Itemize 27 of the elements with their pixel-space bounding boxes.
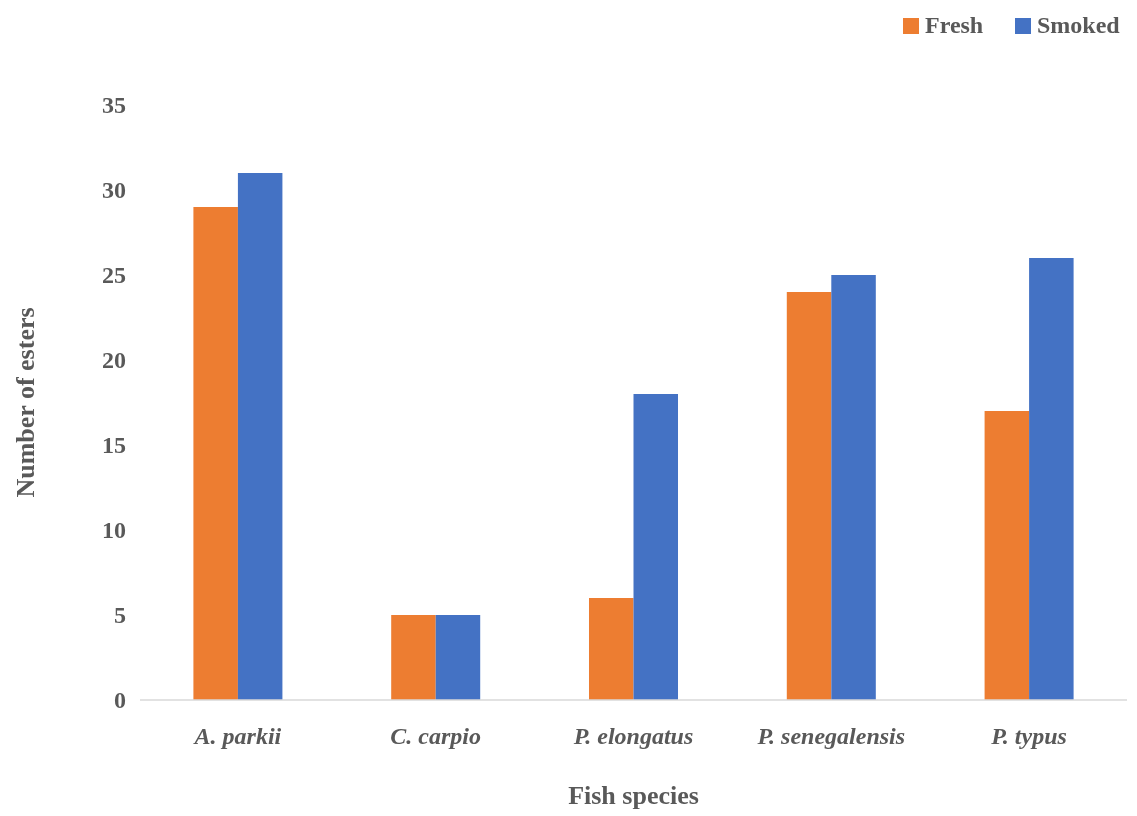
y-tick-label: 0 bbox=[114, 687, 126, 714]
y-tick-label: 20 bbox=[102, 347, 126, 374]
legend-label: Smoked bbox=[1037, 12, 1121, 38]
x-tick-label: A. parkii bbox=[192, 723, 282, 749]
bar bbox=[1029, 258, 1074, 700]
x-tick-label: P. senegalensis bbox=[756, 723, 906, 749]
bar bbox=[435, 615, 481, 700]
bar bbox=[391, 615, 436, 700]
y-tick-label: 35 bbox=[102, 92, 126, 119]
bar bbox=[589, 598, 634, 700]
y-axis-title: Number of esters bbox=[11, 307, 40, 498]
bar bbox=[786, 292, 832, 700]
x-tick-label: C. carpio bbox=[390, 723, 482, 749]
x-tick-label: P. elongatus bbox=[572, 723, 694, 749]
y-tick-label: 10 bbox=[102, 517, 126, 544]
y-tick-label: 30 bbox=[102, 177, 126, 204]
bar bbox=[831, 275, 876, 700]
x-axis-title: Fish species bbox=[568, 781, 699, 810]
bar bbox=[193, 207, 238, 700]
legend-label: Fresh bbox=[925, 12, 984, 38]
bar bbox=[633, 394, 678, 700]
y-tick-label: 25 bbox=[102, 262, 126, 289]
bar bbox=[237, 173, 283, 700]
y-tick-label: 15 bbox=[102, 432, 126, 459]
bar bbox=[984, 411, 1030, 700]
y-tick-label: 5 bbox=[114, 602, 126, 629]
x-tick-label: P. typus bbox=[990, 723, 1067, 749]
